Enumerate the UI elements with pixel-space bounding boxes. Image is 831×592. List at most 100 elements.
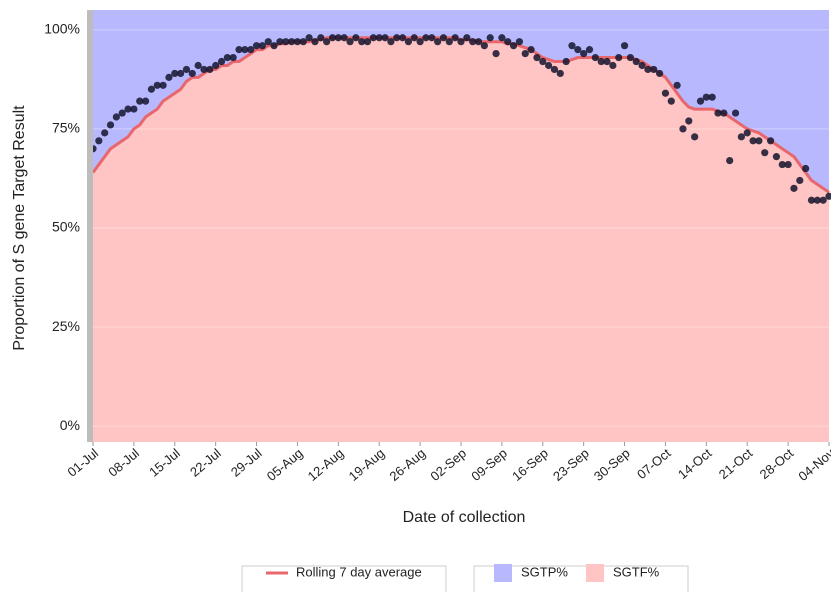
daily-point [340, 34, 348, 42]
daily-point [182, 65, 191, 74]
daily-point [247, 46, 255, 54]
y-axis-title: Proportion of S gene Target Result [11, 105, 28, 351]
daily-point [615, 53, 623, 62]
x-tick-label: 30-Sep [591, 445, 633, 483]
y-tick-label: 75% [52, 120, 80, 136]
daily-point [457, 38, 465, 46]
x-tick-label: 29-Jul [228, 445, 265, 479]
daily-point [515, 38, 524, 46]
daily-point [434, 38, 442, 46]
daily-point [696, 97, 705, 105]
x-tick-label: 04-Nov [795, 445, 831, 484]
daily-point [603, 57, 611, 66]
daily-point [445, 38, 453, 46]
daily-point [369, 34, 377, 42]
daily-point [381, 34, 389, 42]
daily-point [323, 38, 331, 46]
daily-point [784, 160, 792, 169]
y-tick-label: 25% [52, 318, 80, 334]
daily-point [498, 34, 506, 42]
daily-point [772, 153, 781, 161]
daily-point [597, 57, 605, 66]
x-axis-title: Date of collection [403, 509, 526, 526]
x-tick-label: 28-Oct [757, 445, 797, 482]
daily-point [790, 184, 798, 192]
daily-point [667, 97, 675, 105]
daily-point [550, 65, 559, 74]
daily-point [749, 137, 757, 145]
daily-point [282, 38, 290, 46]
daily-point [270, 42, 278, 50]
daily-point [492, 49, 500, 58]
y-axis-bar [87, 10, 93, 442]
legend-label: SGTP% [521, 564, 568, 579]
x-tick-label: 22-Jul [187, 445, 224, 479]
daily-point [691, 133, 699, 141]
daily-point [200, 65, 208, 74]
daily-point [778, 160, 786, 169]
daily-point [819, 196, 827, 204]
daily-point [737, 133, 745, 141]
x-tick-label: 26-Aug [386, 445, 428, 483]
daily-point [352, 34, 360, 42]
daily-point [702, 93, 710, 101]
daily-point [661, 89, 670, 97]
daily-point [311, 38, 319, 46]
daily-point [130, 105, 138, 113]
daily-point [451, 34, 459, 42]
daily-point [112, 113, 120, 121]
daily-point [328, 34, 337, 42]
daily-point [422, 34, 430, 42]
legend-label: SGTF% [613, 564, 660, 579]
daily-point [165, 73, 173, 81]
legend-swatch [494, 564, 512, 582]
daily-point [527, 46, 535, 54]
daily-point [644, 65, 652, 74]
x-tick-label: 05-Aug [264, 445, 306, 483]
daily-point [556, 69, 564, 78]
daily-point [212, 61, 220, 70]
daily-point [591, 53, 599, 62]
x-tick-label: 02-Sep [427, 445, 469, 483]
daily-point [363, 38, 372, 46]
y-tick-label: 0% [60, 417, 80, 433]
daily-point [206, 65, 214, 74]
daily-point [474, 38, 483, 46]
daily-point [504, 38, 512, 46]
daily-point [545, 61, 553, 70]
x-tick-label: 21-Oct [716, 445, 756, 482]
daily-point [609, 61, 617, 70]
daily-point [521, 49, 529, 58]
daily-point [650, 65, 658, 74]
daily-point [802, 164, 810, 173]
daily-point [726, 157, 734, 165]
daily-point [194, 61, 202, 70]
daily-point [147, 85, 156, 93]
daily-point [346, 38, 354, 46]
daily-point [118, 109, 126, 117]
daily-point [533, 53, 541, 62]
daily-point [223, 53, 231, 62]
legend-label: Rolling 7 day average [296, 564, 422, 579]
daily-point [720, 109, 728, 117]
daily-point [562, 57, 570, 66]
daily-point [469, 38, 477, 46]
daily-point [334, 34, 342, 42]
daily-point [375, 34, 383, 42]
daily-point [358, 38, 366, 46]
x-tick-label: 09-Sep [468, 445, 510, 483]
daily-point [241, 46, 249, 54]
legend-box [241, 565, 447, 592]
daily-point [714, 109, 722, 117]
daily-point [229, 53, 237, 62]
x-tick-label: 19-Aug [346, 445, 388, 483]
daily-point [539, 57, 547, 66]
daily-point [755, 137, 763, 145]
daily-point [463, 34, 471, 42]
y-tick-label: 50% [52, 219, 80, 235]
daily-point [317, 34, 325, 42]
daily-point [177, 69, 185, 78]
daily-point [568, 42, 576, 50]
daily-point [766, 137, 775, 145]
